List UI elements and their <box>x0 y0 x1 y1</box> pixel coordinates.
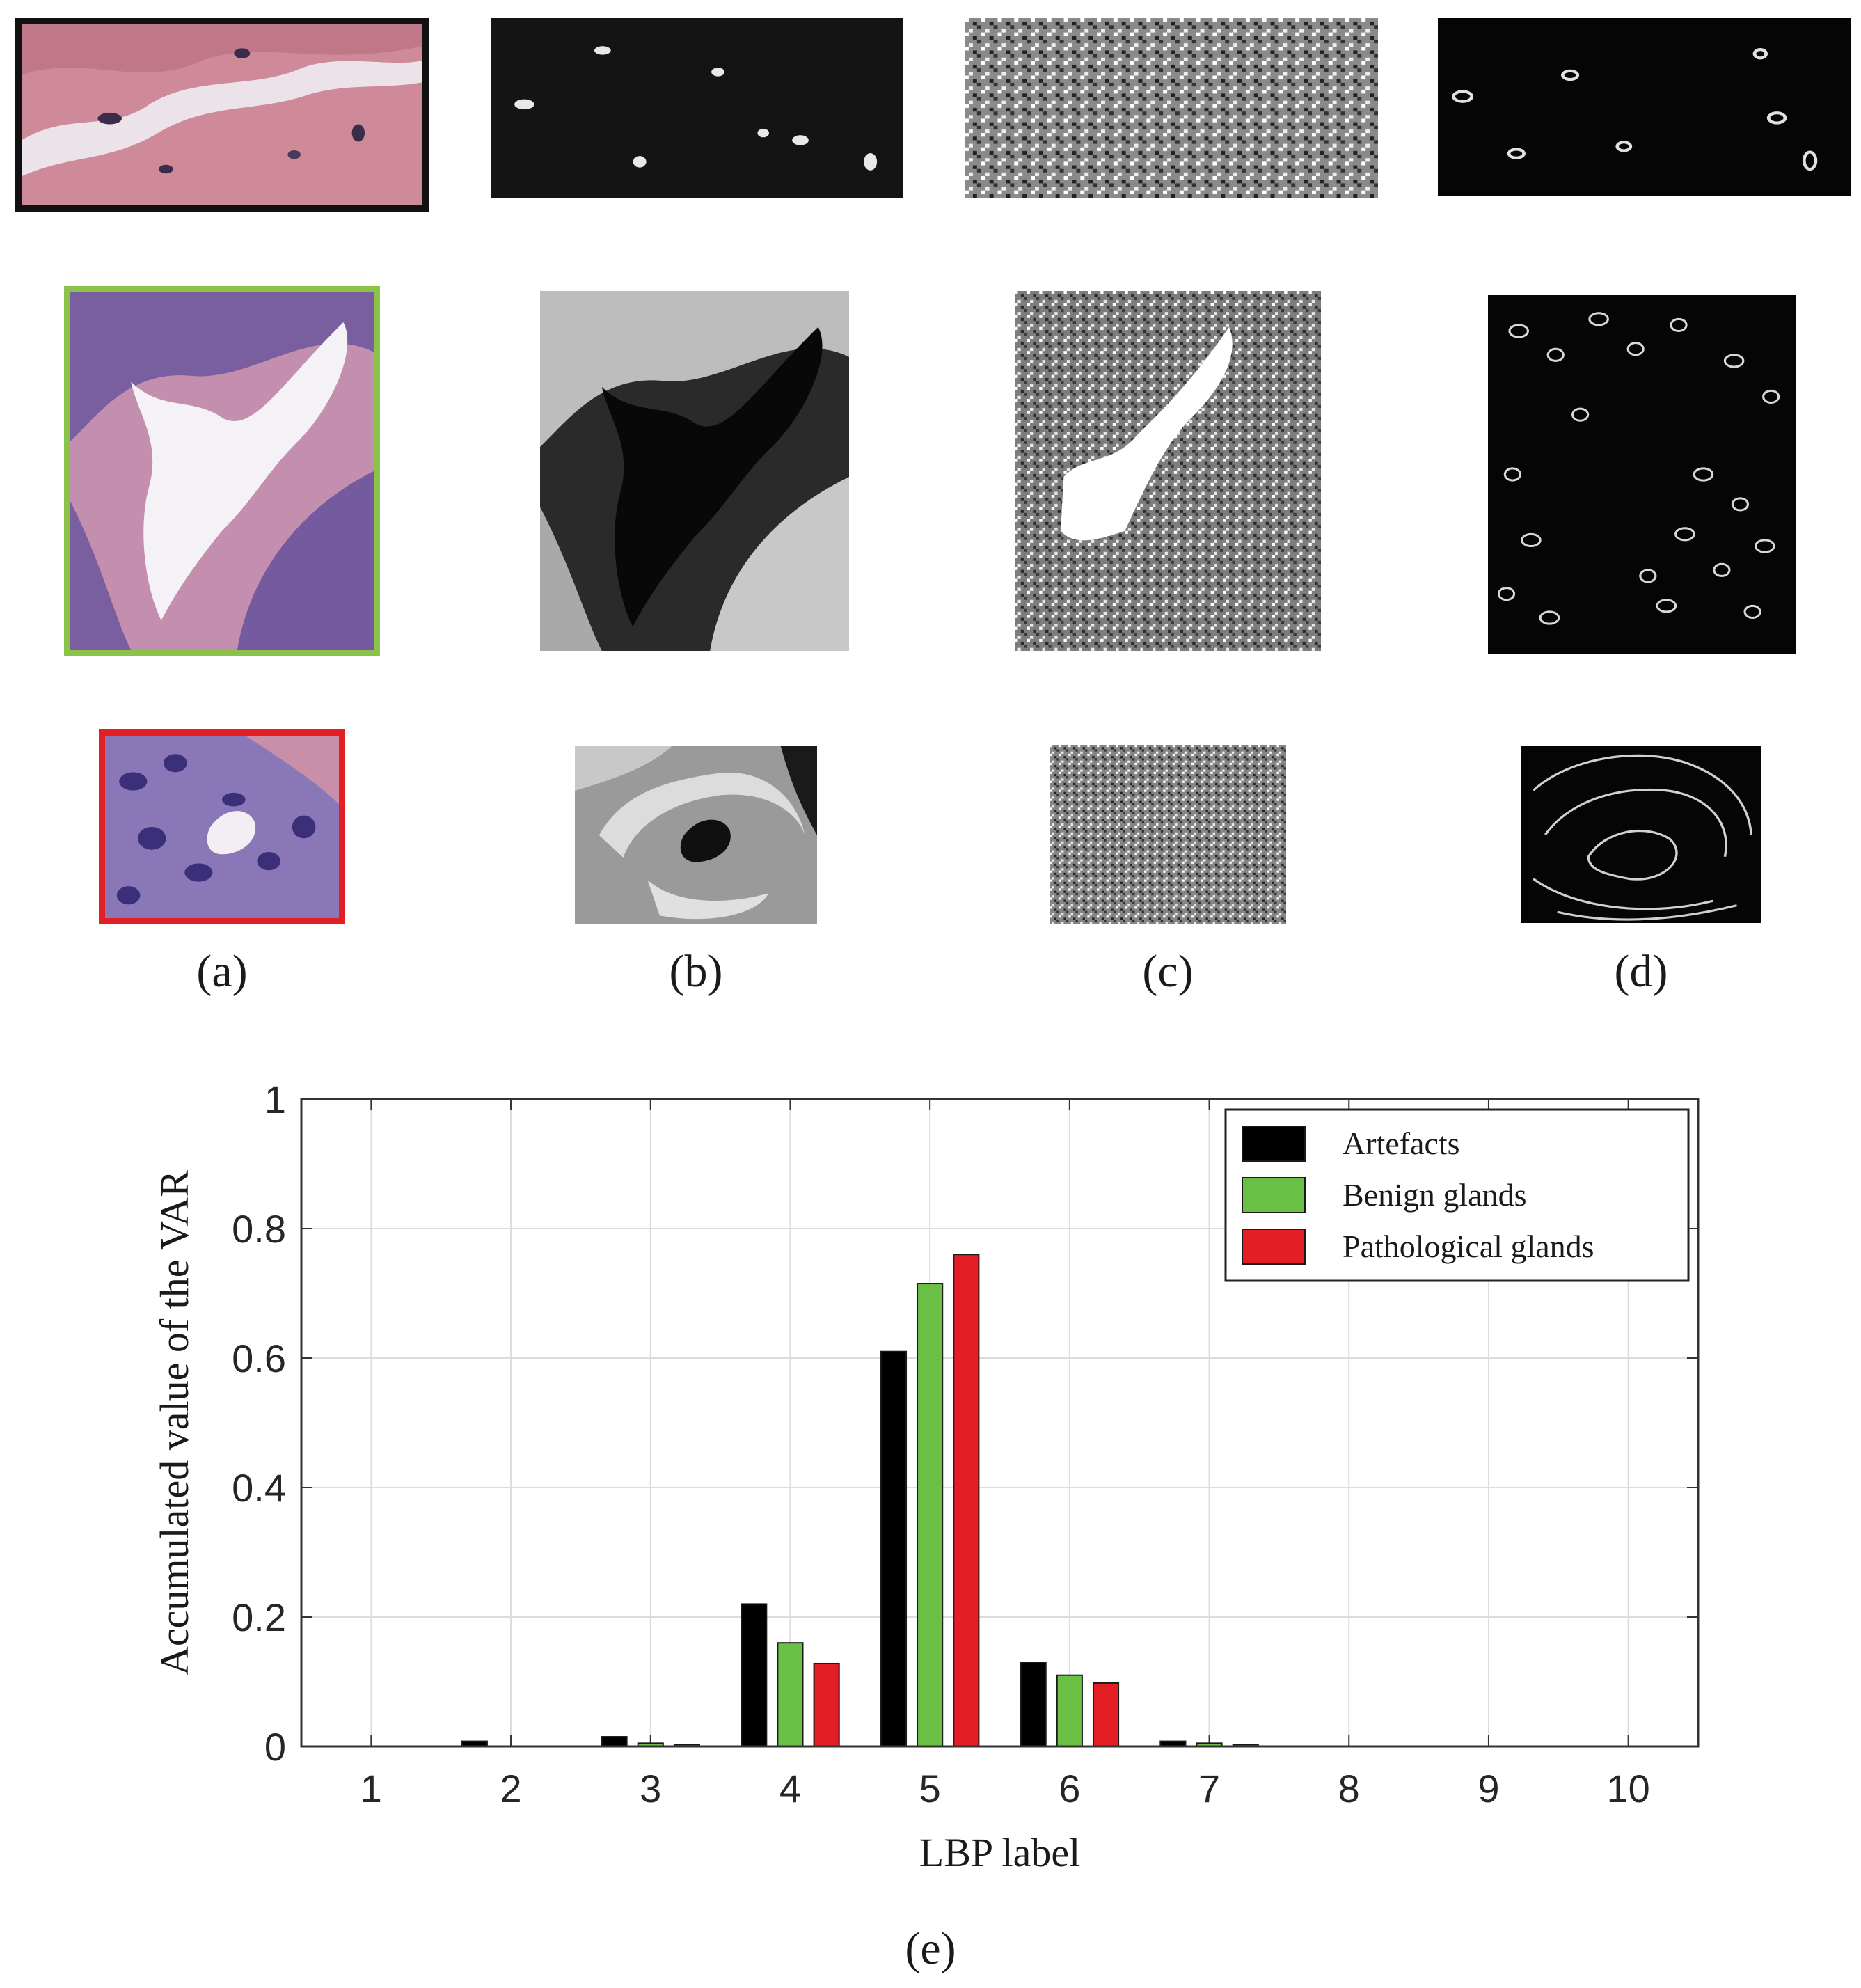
y-tick-label: 0 <box>264 1725 286 1769</box>
x-tick-label: 10 <box>1607 1767 1650 1810</box>
legend-swatch <box>1242 1229 1306 1265</box>
artefact-variance-image <box>1438 18 1851 196</box>
bar-artefacts <box>741 1603 768 1747</box>
artefact-original-image <box>15 18 429 212</box>
x-axis-title: LBP label <box>919 1830 1080 1875</box>
pathological-gland-lbp-image <box>1050 745 1286 924</box>
x-tick-label: 9 <box>1478 1767 1499 1810</box>
plot-frame <box>300 1098 1700 1748</box>
bars <box>461 1254 1259 1748</box>
x-tick-label: 5 <box>919 1767 941 1810</box>
panel-label-e: (e) <box>905 1923 956 1974</box>
pathological-gland-variance-image <box>1521 746 1761 923</box>
legend-swatch <box>1242 1177 1306 1213</box>
legend-swatch <box>1242 1126 1306 1162</box>
bar-artefacts <box>1020 1662 1047 1748</box>
x-tick-label: 6 <box>1059 1767 1080 1810</box>
x-tick-label: 3 <box>640 1767 661 1810</box>
x-tick-label: 1 <box>361 1767 382 1810</box>
x-tick-label: 2 <box>500 1767 521 1810</box>
x-tick-label: 4 <box>779 1767 801 1810</box>
benign-gland-variance-image <box>1488 295 1796 654</box>
benign-gland-lbp-image <box>1015 291 1321 651</box>
pathological-gland-texture-image <box>575 746 817 924</box>
artefact-lbp-image <box>965 18 1378 198</box>
bar-artefacts <box>880 1350 908 1747</box>
bar-pathological-glands <box>953 1254 980 1747</box>
x-tick-label: 7 <box>1198 1767 1220 1810</box>
chart-legend: Artefacts Benign glands Pathological gland… <box>1224 1108 1690 1282</box>
bar-pathological-glands <box>813 1662 840 1747</box>
benign-gland-texture-image <box>540 291 849 651</box>
panel-label-a: (a) <box>196 946 248 997</box>
bar-benign-glands <box>777 1642 804 1747</box>
bar-benign-glands <box>917 1283 944 1748</box>
y-axis-title: Accumulated value of the VAR <box>152 1170 197 1675</box>
pathological-gland-original-image <box>99 729 345 924</box>
artefact-texture-image <box>491 18 903 198</box>
y-tick-labels: 0 0.2 0.4 0.6 0.8 1 <box>232 1078 286 1769</box>
panel-label-b: (b) <box>669 946 723 997</box>
x-tick-labels: 1 2 3 4 5 6 7 8 9 10 <box>361 1767 1650 1810</box>
y-tick-label: 0.6 <box>232 1336 286 1380</box>
bar-pathological-glands <box>1092 1682 1120 1748</box>
legend-label: Artefacts <box>1343 1126 1460 1161</box>
x-tick-label: 8 <box>1338 1767 1360 1810</box>
legend-label: Benign glands <box>1343 1177 1526 1213</box>
bar-artefacts <box>601 1736 628 1748</box>
bar-benign-glands <box>1056 1674 1083 1747</box>
legend-label: Pathological glands <box>1343 1229 1594 1264</box>
panel-label-d: (d) <box>1614 946 1668 997</box>
y-tick-label: 0.2 <box>232 1595 286 1639</box>
panel-label-c: (c) <box>1142 946 1194 997</box>
y-tick-label: 0.8 <box>232 1207 286 1251</box>
benign-gland-original-image <box>64 286 380 656</box>
y-tick-label: 0.4 <box>232 1466 286 1510</box>
y-tick-label: 1 <box>264 1078 286 1121</box>
